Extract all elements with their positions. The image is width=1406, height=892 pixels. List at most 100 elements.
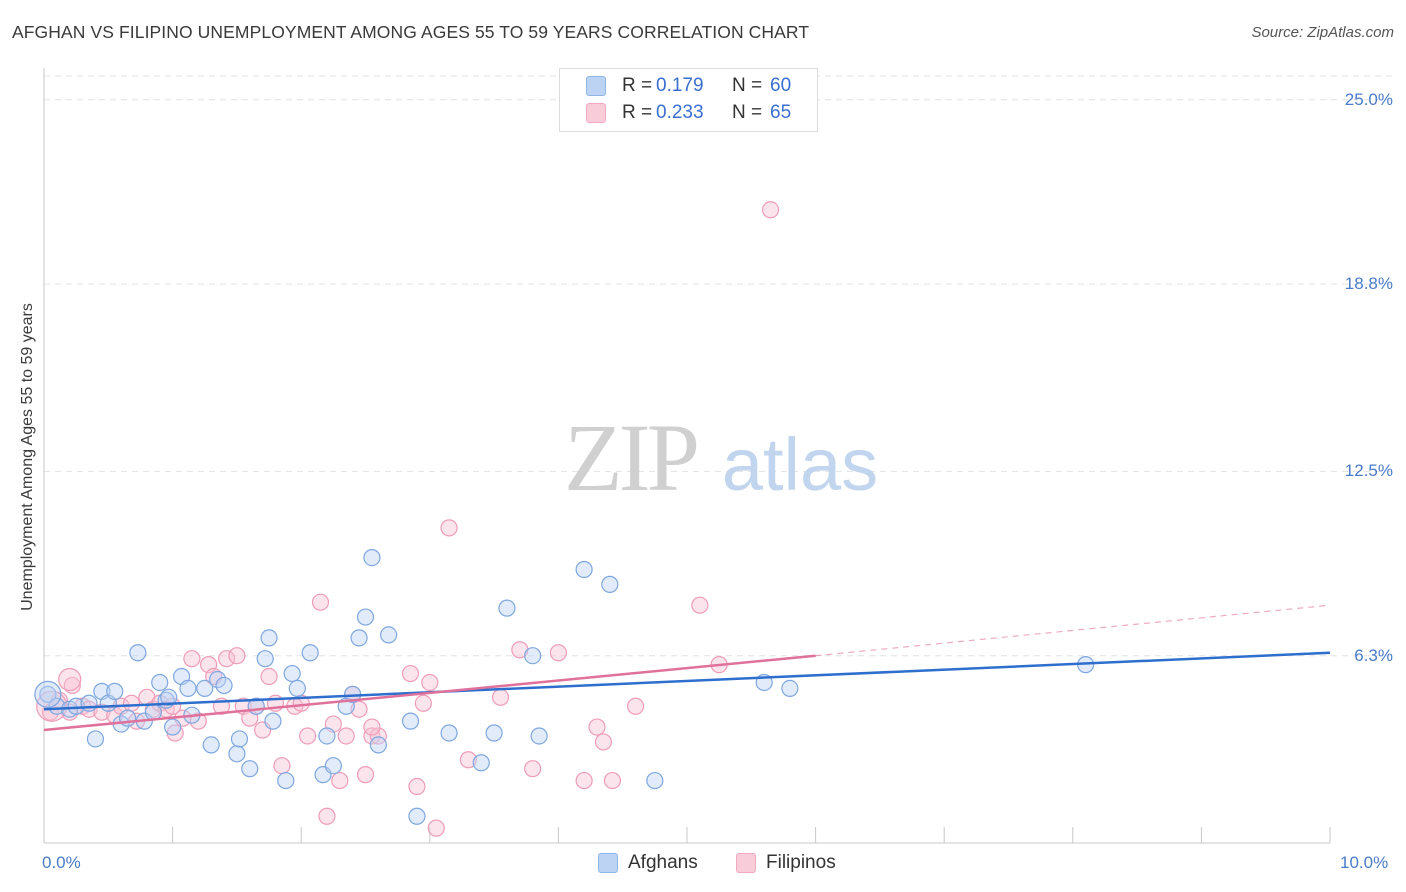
- filipinos-trend-extension: [815, 604, 1331, 657]
- afghans-point-37: [318, 727, 336, 745]
- afghans-point-47: [408, 807, 426, 825]
- legend-row-afghans: R = 0.179 N = 60: [586, 73, 791, 99]
- filipinos-point-51: [459, 751, 477, 769]
- filipinos-point-24: [228, 647, 246, 665]
- y-tick-label-1: 12.5%: [1344, 461, 1393, 481]
- filipinos-point-49: [427, 819, 445, 837]
- afghans-point-50: [485, 724, 503, 742]
- y-tick-label-3: 25.0%: [1344, 89, 1393, 109]
- legend-n-label: N =: [732, 102, 763, 123]
- filipinos-trend-line: [43, 654, 816, 732]
- afghans-trend-line: [43, 651, 1331, 711]
- afghans-cluster-marker: [34, 680, 62, 708]
- afghans-point-34: [288, 679, 306, 698]
- watermark-zip: ZIP: [564, 404, 697, 511]
- afghans-point-29: [256, 650, 274, 668]
- legend-r-value-afghans: 0.179: [656, 75, 704, 96]
- afghans-point-52: [524, 647, 542, 665]
- afghans-point-43: [363, 549, 381, 567]
- bottom-legend-afghans: Afghans: [598, 852, 698, 874]
- afghans-point-35: [301, 644, 319, 662]
- afghans-point-16: [160, 688, 178, 706]
- bottom-legend-label-afghans: Afghans: [628, 852, 698, 873]
- afghans-point-5: [86, 730, 105, 748]
- filipinos-point-46: [408, 777, 426, 796]
- y-tick-label-2: 18.8%: [1344, 274, 1393, 294]
- filipinos-point-48: [421, 673, 439, 692]
- filipinos-point-57: [588, 718, 606, 736]
- filipinos-point-9: [122, 694, 141, 712]
- filipinos-point-34: [299, 727, 317, 745]
- afghans-point-46: [401, 712, 420, 730]
- source-label: Source: ZipAtlas.com: [1251, 24, 1394, 41]
- bottom-legend-swatch-filipinos: [736, 853, 756, 873]
- filipinos-point-36: [318, 807, 336, 825]
- filipinos-point-56: [575, 771, 593, 790]
- bottom-legend-filipinos: Filipinos: [736, 852, 836, 874]
- afghans-point-23: [209, 670, 227, 689]
- afghans-point-58: [781, 679, 799, 698]
- afghans-point-55: [601, 575, 619, 593]
- afghans-points: [34, 549, 1095, 825]
- filipinos-points: [36, 201, 780, 837]
- axes: [43, 68, 1331, 844]
- afghans-point-4: [80, 694, 98, 712]
- legend-n-value-afghans: 60: [770, 75, 792, 96]
- filipinos-point-18: [183, 650, 201, 668]
- x-tick-min: 0.0%: [42, 853, 81, 872]
- afghans-point-53: [530, 727, 548, 745]
- afghans-point-33: [283, 664, 301, 683]
- legend-swatch-filipinos: [586, 103, 606, 123]
- filipinos-point-41: [350, 700, 368, 718]
- afghans-point-38: [324, 757, 342, 775]
- filipinos-cluster-marker-2: [58, 667, 82, 692]
- gridlines: [44, 75, 1392, 657]
- afghans-point-51: [498, 599, 516, 617]
- filipinos-point-23: [218, 650, 236, 668]
- filipinos-point-45: [401, 664, 420, 683]
- filipinos-point-61: [691, 596, 709, 614]
- legend-n-value-filipinos: 65: [770, 102, 792, 123]
- afghans-point-22: [202, 736, 220, 754]
- filipinos-point-5: [80, 700, 98, 718]
- filipinos-point-58: [594, 733, 613, 751]
- afghans-point-54: [575, 560, 593, 579]
- filipinos-point-35: [311, 593, 330, 611]
- filipinos-point-54: [524, 760, 542, 778]
- legend-r-label: R =: [622, 75, 653, 96]
- afghans-point-1: [48, 697, 66, 715]
- filipinos-point-52: [491, 688, 510, 706]
- bottom-legend-swatch-afghans: [598, 853, 618, 873]
- filipinos-point-6: [93, 703, 111, 721]
- filipinos-point-44: [369, 727, 387, 745]
- filipinos-point-63: [761, 201, 780, 219]
- filipinos-point-3: [63, 676, 81, 695]
- legend-r-label: R =: [622, 102, 653, 123]
- legend-swatch-afghans: [586, 76, 606, 96]
- afghans-point-44: [369, 736, 387, 754]
- filipinos-point-60: [626, 697, 645, 715]
- bottom-legend-label-filipinos: Filipinos: [766, 852, 836, 873]
- afghans-point-0: [39, 685, 57, 703]
- afghans-point-32: [277, 771, 295, 790]
- afghans-point-11: [129, 644, 147, 662]
- legend: R = 0.179 N = 60 R = 0.233 N = 65: [559, 68, 818, 132]
- filipinos-point-64: [363, 718, 381, 736]
- afghans-point-48: [440, 724, 458, 742]
- legend-r-value-filipinos: 0.233: [656, 102, 704, 123]
- filipinos-point-19: [189, 712, 207, 730]
- afghans-point-49: [472, 754, 490, 772]
- afghans-point-25: [228, 745, 246, 763]
- trend-lines: [43, 604, 1331, 732]
- filipinos-point-39: [337, 727, 355, 745]
- filipinos-point-42: [356, 766, 375, 784]
- afghans-point-17: [164, 718, 182, 736]
- filipinos-point-38: [331, 771, 349, 790]
- filipinos-point-50: [440, 519, 458, 537]
- afghans-point-30: [260, 629, 278, 647]
- watermark-atlas: atlas: [722, 423, 878, 506]
- chart-title: AFGHAN VS FILIPINO UNEMPLOYMENT AMONG AG…: [12, 22, 810, 42]
- filipinos-point-55: [549, 644, 568, 662]
- afghans-point-45: [380, 626, 398, 644]
